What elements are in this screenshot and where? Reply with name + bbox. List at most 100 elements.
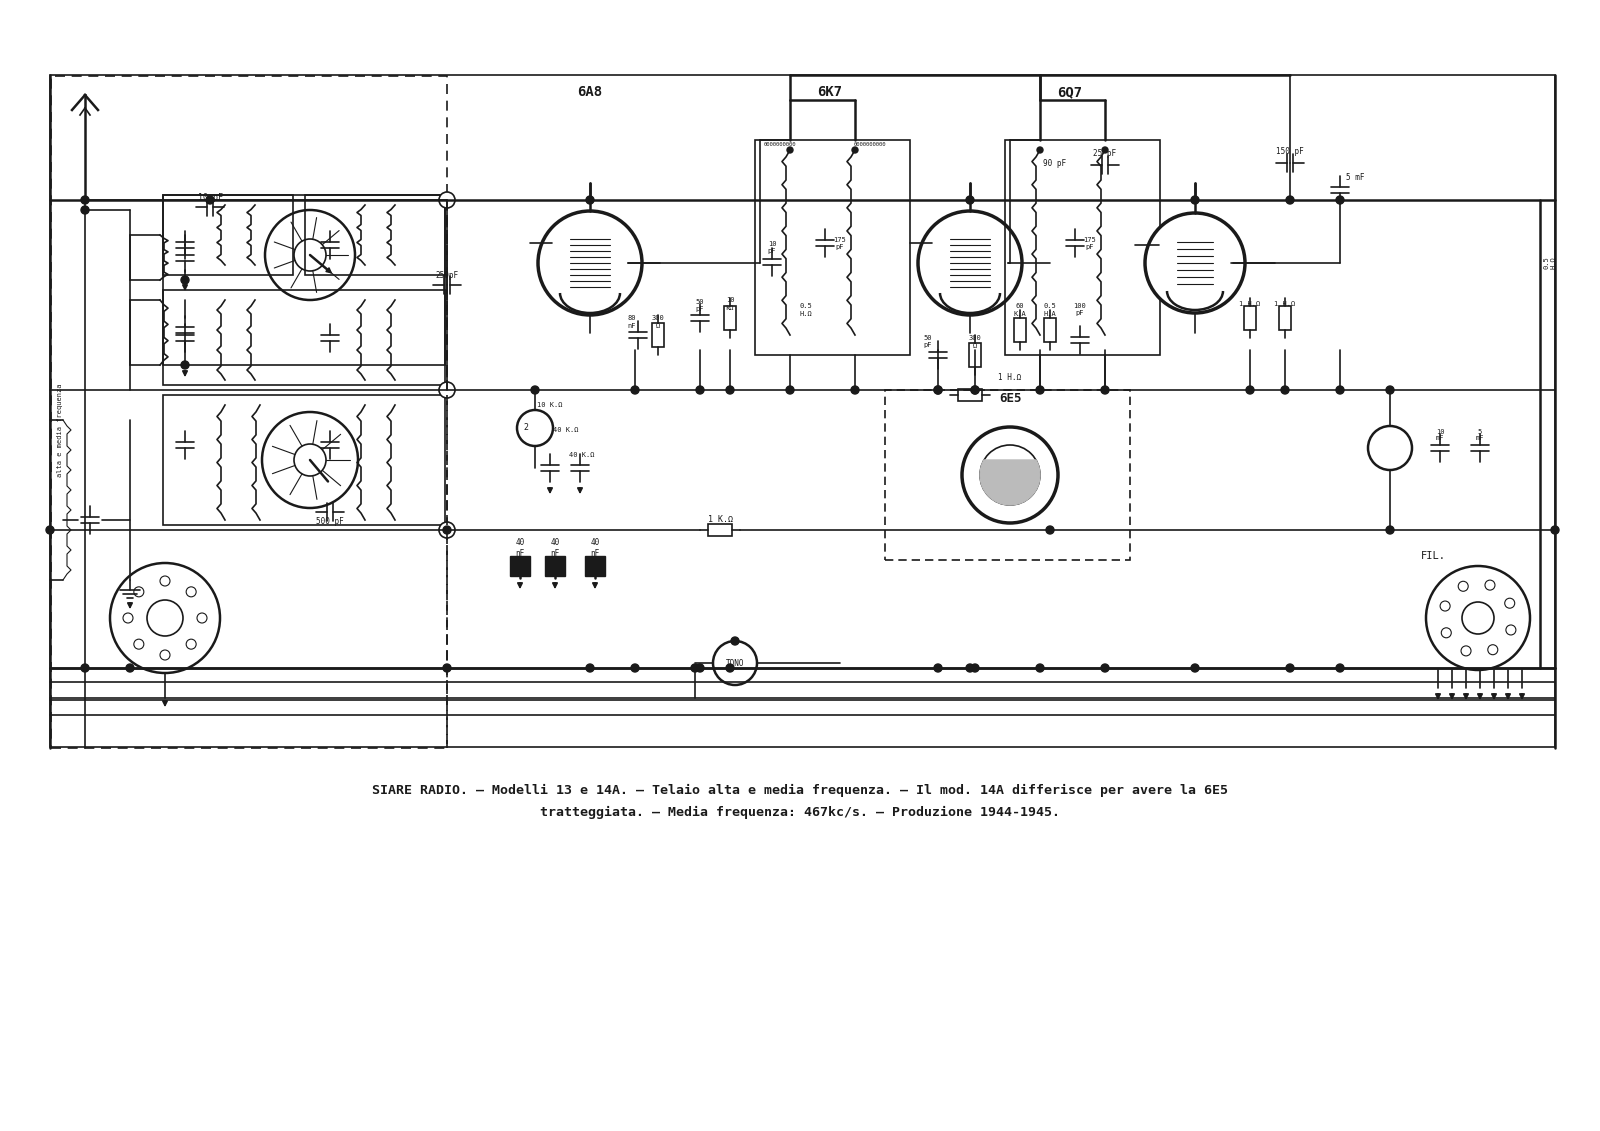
Text: tratteggiata. — Media frequenza: 467kc/s. — Produzione 1944-1945.: tratteggiata. — Media frequenza: 467kc/s…	[541, 805, 1059, 819]
Bar	[163, 195, 445, 365]
Circle shape	[1368, 426, 1413, 470]
Circle shape	[1488, 645, 1498, 655]
Polygon shape	[981, 460, 1040, 504]
Circle shape	[1101, 386, 1109, 394]
Text: 40 K.Ω: 40 K.Ω	[570, 452, 595, 458]
Circle shape	[443, 664, 451, 672]
Text: 1 K.Ω: 1 K.Ω	[707, 515, 733, 524]
Text: 100
pF: 100 pF	[1074, 303, 1086, 317]
Circle shape	[1146, 213, 1245, 313]
Circle shape	[1002, 467, 1018, 483]
Circle shape	[934, 386, 942, 394]
Circle shape	[1462, 602, 1494, 634]
Circle shape	[443, 526, 451, 534]
Text: 1 H.Ω: 1 H.Ω	[1240, 301, 1261, 307]
Text: 150 pF: 150 pF	[1277, 147, 1304, 156]
Text: 175
pF: 175 pF	[1083, 236, 1096, 250]
Circle shape	[691, 664, 699, 672]
Bar	[1043, 318, 1056, 342]
Text: 175
pF: 175 pF	[834, 236, 846, 250]
Circle shape	[726, 386, 734, 394]
Circle shape	[1037, 147, 1043, 153]
Circle shape	[206, 196, 214, 204]
Text: 6A8: 6A8	[578, 85, 603, 100]
Bar	[1278, 307, 1291, 330]
Circle shape	[918, 211, 1022, 316]
Text: 40
nF: 40 nF	[590, 538, 600, 558]
Text: FIL.: FIL.	[1421, 551, 1445, 561]
Text: 0000000000: 0000000000	[763, 143, 797, 147]
Circle shape	[531, 386, 539, 394]
Circle shape	[787, 147, 794, 153]
Text: 60
K.A: 60 K.A	[1014, 303, 1026, 317]
Bar	[163, 195, 293, 275]
Bar	[958, 389, 982, 402]
Circle shape	[438, 523, 454, 538]
Bar	[653, 323, 664, 347]
Circle shape	[1102, 147, 1107, 153]
Text: 25 pF: 25 pF	[1093, 148, 1117, 157]
Bar	[51, 76, 446, 748]
Circle shape	[726, 664, 734, 672]
Circle shape	[181, 361, 189, 369]
Text: 6Q7: 6Q7	[1058, 85, 1083, 100]
Circle shape	[160, 650, 170, 661]
Text: 2: 2	[523, 423, 528, 432]
Text: 0.5
H.A: 0.5 H.A	[1043, 303, 1056, 317]
Circle shape	[586, 196, 594, 204]
Circle shape	[266, 210, 355, 300]
Circle shape	[294, 239, 326, 271]
Text: 5 mF: 5 mF	[1346, 173, 1365, 182]
Text: 10 K.Ω: 10 K.Ω	[538, 402, 563, 408]
Text: 250pF: 250pF	[435, 271, 459, 280]
Circle shape	[1336, 664, 1344, 672]
Circle shape	[262, 412, 358, 508]
Circle shape	[1440, 601, 1450, 611]
Bar	[723, 307, 736, 330]
Bar	[546, 556, 565, 576]
Text: 50
pF: 50 pF	[923, 336, 933, 348]
Text: 1 H.Ω: 1 H.Ω	[998, 373, 1021, 382]
Circle shape	[586, 664, 594, 672]
Circle shape	[971, 386, 979, 394]
Text: 10
pF: 10 pF	[768, 242, 776, 254]
Bar	[885, 390, 1130, 560]
Circle shape	[1461, 646, 1470, 656]
Circle shape	[443, 526, 451, 534]
Circle shape	[934, 386, 942, 394]
Circle shape	[1037, 664, 1043, 672]
Bar	[707, 524, 733, 536]
Circle shape	[1386, 386, 1394, 394]
Text: 0.5
H.Ω: 0.5 H.Ω	[1544, 257, 1557, 269]
Circle shape	[1101, 664, 1109, 672]
Circle shape	[934, 664, 942, 672]
Text: 10
kΩ: 10 kΩ	[726, 297, 734, 311]
Circle shape	[1504, 598, 1515, 608]
Circle shape	[82, 206, 90, 214]
Circle shape	[1485, 580, 1494, 590]
Circle shape	[517, 411, 554, 446]
Text: 40 K.Ω: 40 K.Ω	[554, 428, 579, 433]
Text: 6E5: 6E5	[998, 391, 1021, 405]
Circle shape	[786, 386, 794, 394]
Circle shape	[966, 664, 974, 672]
Circle shape	[1246, 386, 1254, 394]
Bar	[1245, 307, 1256, 330]
Circle shape	[966, 196, 974, 204]
Circle shape	[82, 196, 90, 204]
Text: 0000000000: 0000000000	[854, 143, 886, 147]
Circle shape	[1426, 566, 1530, 670]
Bar	[163, 290, 445, 385]
Circle shape	[714, 641, 757, 685]
Circle shape	[971, 664, 979, 672]
Text: 80
nF: 80 nF	[627, 316, 637, 328]
Text: 300
Ω: 300 Ω	[968, 336, 981, 348]
Circle shape	[1286, 664, 1294, 672]
Text: 40
nF: 40 nF	[515, 538, 525, 558]
Circle shape	[851, 386, 859, 394]
Circle shape	[181, 276, 189, 284]
Bar	[510, 556, 530, 576]
Circle shape	[696, 664, 704, 672]
Bar	[163, 395, 445, 525]
Circle shape	[1336, 196, 1344, 204]
